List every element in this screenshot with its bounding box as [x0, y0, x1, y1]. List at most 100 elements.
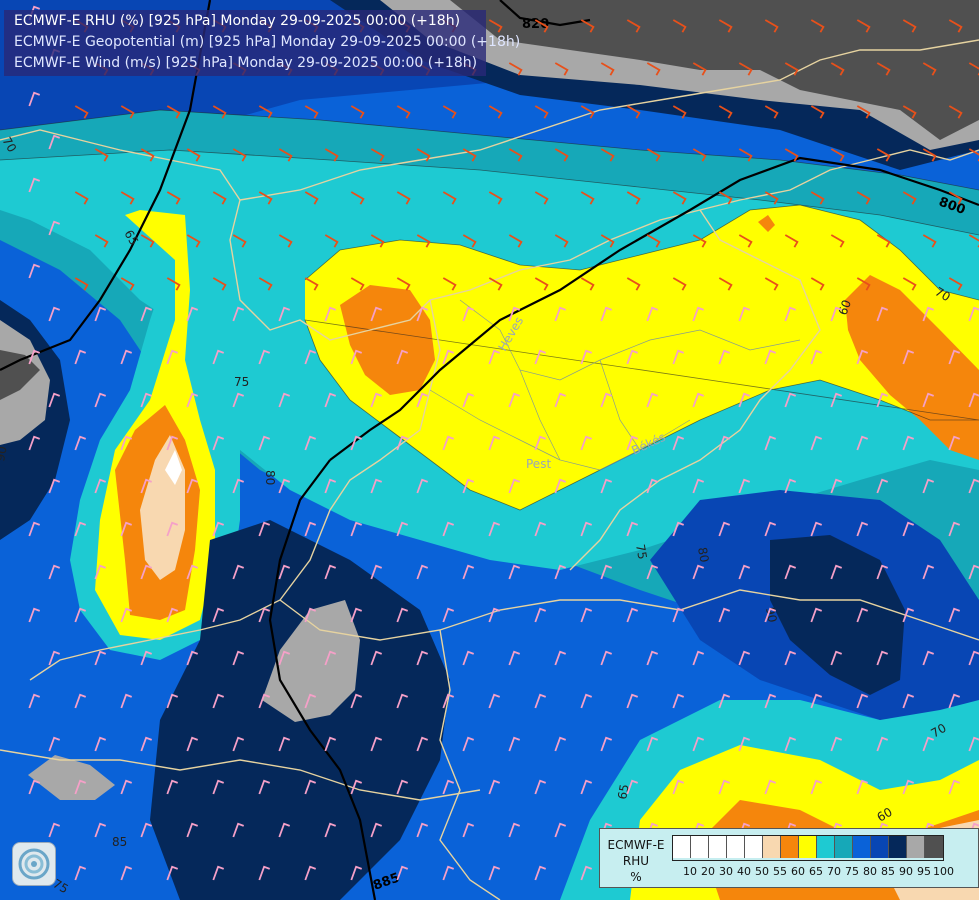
- wind-barb: [232, 650, 245, 666]
- wind-barb: [580, 105, 595, 119]
- legend-swatch: [727, 836, 745, 858]
- wind-barb: [600, 62, 615, 76]
- wind-barb: [304, 693, 317, 709]
- wind-barb: [764, 349, 777, 365]
- wind-barb: [764, 277, 779, 291]
- wind-barb: [784, 392, 797, 408]
- wind-barb: [396, 105, 411, 119]
- wind-barb: [810, 105, 825, 119]
- wind-barb: [580, 191, 595, 205]
- wind-barb: [140, 564, 153, 580]
- legend-tick: 50: [755, 865, 769, 878]
- wind-barb: [462, 478, 475, 494]
- wind-barb: [140, 234, 155, 248]
- wind-barb: [488, 779, 501, 795]
- rhu-label: 70: [0, 135, 19, 155]
- wind-barb: [488, 19, 503, 33]
- wind-barb: [212, 865, 225, 881]
- wind-barb: [120, 865, 133, 881]
- wind-barb: [672, 435, 685, 451]
- wind-barb: [232, 234, 247, 248]
- wind-barb: [488, 607, 501, 623]
- wind-barb: [600, 478, 613, 494]
- wind-barb: [120, 607, 133, 623]
- wind-barb: [626, 105, 641, 119]
- wind-barb: [922, 148, 937, 162]
- wind-barb: [140, 306, 153, 322]
- wind-barb: [580, 277, 595, 291]
- wind-barb: [856, 779, 869, 795]
- wind-barb: [856, 191, 871, 205]
- wind-barb: [830, 148, 845, 162]
- rhu-60-patch-center: [340, 285, 435, 395]
- rhu-50-west-white: [165, 450, 182, 485]
- wind-barb: [396, 693, 409, 709]
- wind-barb: [166, 865, 179, 881]
- wind-barb: [646, 564, 659, 580]
- wind-barb: [94, 392, 107, 408]
- wind-barb: [738, 564, 751, 580]
- wind-barb: [370, 306, 383, 322]
- wind-barb: [948, 191, 963, 205]
- wind-barb: [258, 693, 271, 709]
- wind-barb: [212, 105, 227, 119]
- wind-barb: [258, 607, 271, 623]
- wind-barb: [948, 521, 961, 537]
- wind-barb: [462, 822, 475, 838]
- wind-barb: [672, 349, 685, 365]
- wind-barb: [922, 564, 935, 580]
- wind-barb: [810, 19, 825, 33]
- wind-barb: [416, 306, 429, 322]
- wind-barb: [764, 607, 777, 623]
- wind-barb: [876, 62, 891, 76]
- wind-barb: [692, 736, 705, 752]
- wind-barb: [186, 564, 199, 580]
- wind-barb: [830, 392, 843, 408]
- wind-barb: [534, 19, 549, 33]
- wind-barb: [140, 392, 153, 408]
- wind-barb: [48, 392, 61, 408]
- wind-barb: [830, 650, 843, 666]
- legend-swatch: [835, 836, 853, 858]
- wind-barb: [120, 191, 135, 205]
- wind-barb: [876, 392, 889, 408]
- rhu-95-farsouthwest: [28, 755, 115, 800]
- wind-barb: [324, 148, 339, 162]
- wind-barb: [442, 607, 455, 623]
- wind-barb: [396, 277, 411, 291]
- wind-barb: [462, 306, 475, 322]
- wind-barb: [370, 736, 383, 752]
- legend-colorbar: [672, 835, 944, 861]
- wind-barb: [324, 478, 337, 494]
- wind-barb: [278, 822, 291, 838]
- wind-barb: [534, 779, 547, 795]
- wind-barb: [278, 736, 291, 752]
- wind-barb: [784, 306, 797, 322]
- legend-title: ECMWF-E RHU %: [606, 837, 666, 885]
- wind-barb: [488, 521, 501, 537]
- wind-barb: [442, 277, 457, 291]
- legend-swatch: [853, 836, 871, 858]
- wind-barb: [488, 105, 503, 119]
- wind-barb: [370, 564, 383, 580]
- wind-barb: [922, 392, 935, 408]
- wind-barb: [304, 607, 317, 623]
- wind-barb: [830, 234, 845, 248]
- wind-barb: [580, 607, 593, 623]
- legend-swatch: [925, 836, 943, 858]
- wind-barb: [508, 234, 523, 248]
- rhu-label: 65: [615, 783, 631, 800]
- wind-barb: [646, 306, 659, 322]
- wind-barb: [120, 779, 133, 795]
- wind-barb: [672, 521, 685, 537]
- wind-barb: [738, 392, 751, 408]
- legend-tick: 70: [827, 865, 841, 878]
- legend-swatch: [907, 836, 925, 858]
- legend-variable: RHU: [622, 854, 650, 868]
- wind-barb: [968, 736, 979, 752]
- wind-barb: [48, 306, 61, 322]
- rhu-contour-lines: [0, 109, 979, 511]
- legend-unit: %: [630, 870, 642, 884]
- wind-barb: [692, 478, 705, 494]
- wind-barb: [692, 234, 707, 248]
